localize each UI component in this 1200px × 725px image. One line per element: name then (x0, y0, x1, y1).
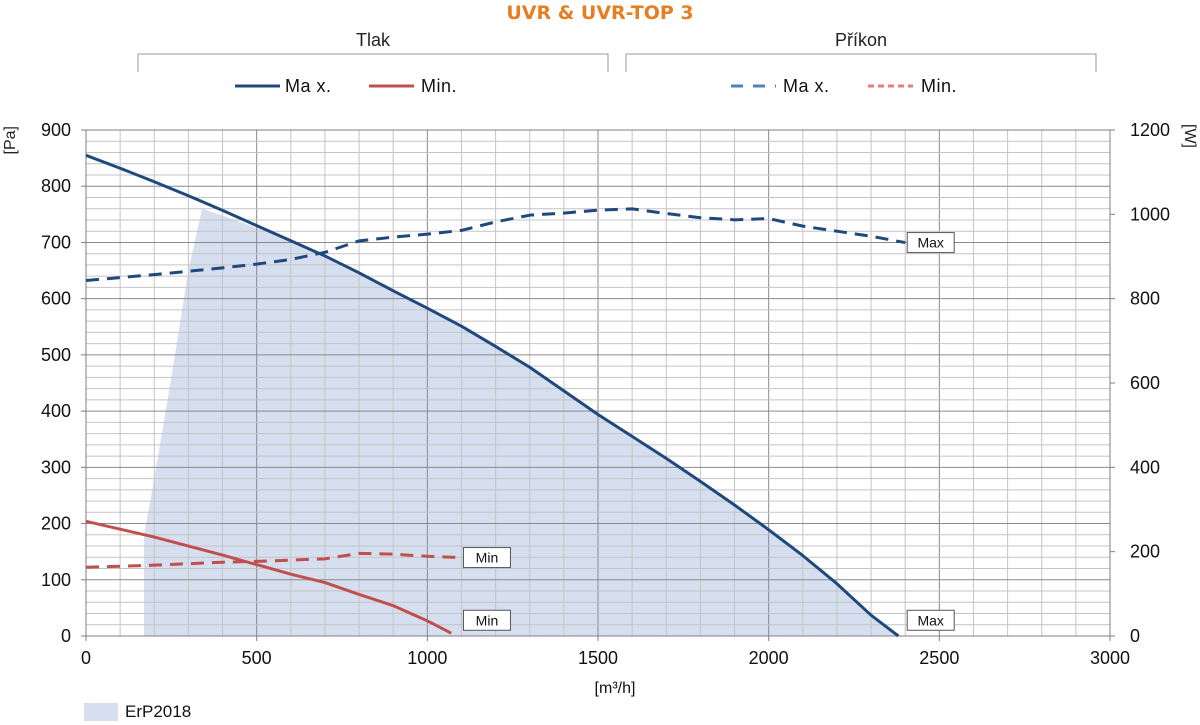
y-tick-label: 400 (41, 401, 71, 421)
annotation-power-max-box (906, 232, 955, 254)
pressure-max-line (85, 153, 900, 638)
y2-tick-label: 600 (1130, 373, 1160, 393)
annotation-pressure-max: Max (917, 612, 943, 628)
y2-tick-label: 800 (1130, 289, 1160, 309)
annotation-pressure-min-box (462, 609, 511, 631)
y2-axis-title: [W] (1181, 124, 1198, 148)
y-tick-label: 300 (41, 457, 71, 477)
legend-label-pressure-min: Min. (421, 76, 458, 96)
x-tick-label: 2000 (749, 648, 789, 668)
group-label-power: Příkon (834, 30, 888, 50)
y2-tick-label: 1200 (1130, 120, 1170, 140)
legend-label-power-max: Ma x. (783, 76, 830, 96)
x-tick-label: 2500 (919, 648, 959, 668)
x-tick-label: 3000 (1090, 648, 1130, 668)
y-tick-label: 800 (41, 176, 71, 196)
y2-tick-label: 0 (1130, 626, 1140, 646)
y-tick-label: 200 (41, 514, 71, 534)
group-bracket-power (625, 53, 1097, 72)
group-label-pressure: Tlak (355, 30, 390, 50)
x-tick-label: 1000 (407, 648, 447, 668)
annotation-power-min-box (462, 547, 511, 569)
x-tick-label: 0 (81, 648, 91, 668)
y-tick-label: 900 (41, 120, 71, 140)
y-tick-label: 700 (41, 232, 71, 252)
group-bracket-pressure (137, 53, 609, 72)
erp-legend-label: ErP2018 (125, 702, 192, 721)
power-min-line (85, 551, 462, 569)
x-tick-label: 500 (242, 648, 272, 668)
x-axis-title: [m³/h] (594, 680, 636, 697)
y2-tick-label: 200 (1130, 542, 1160, 562)
x-tick-label: 1500 (578, 648, 618, 668)
annotation-power-min: Min (476, 550, 499, 566)
y-tick-label: 500 (41, 345, 71, 365)
legend-label-pressure-max: Ma x. (285, 76, 332, 96)
power-max-line (85, 207, 906, 283)
y2-tick-label: 1000 (1130, 204, 1170, 224)
annotation-pressure-min: Min (476, 612, 499, 628)
y2-tick-label: 400 (1130, 457, 1160, 477)
y-tick-label: 0 (61, 626, 71, 646)
erp-legend: ErP2018 (84, 702, 191, 722)
y-tick-label: 600 (41, 289, 71, 309)
erp-legend-swatch (84, 703, 118, 721)
chart-title: UVR & UVR-TOP 3 (506, 2, 694, 24)
legend-label-power-min: Min. (921, 76, 958, 96)
annotation-power-max: Max (917, 235, 943, 251)
y-tick-label: 100 (41, 570, 71, 590)
annotation-pressure-max-box (906, 609, 955, 631)
pressure-min-line (85, 519, 452, 635)
